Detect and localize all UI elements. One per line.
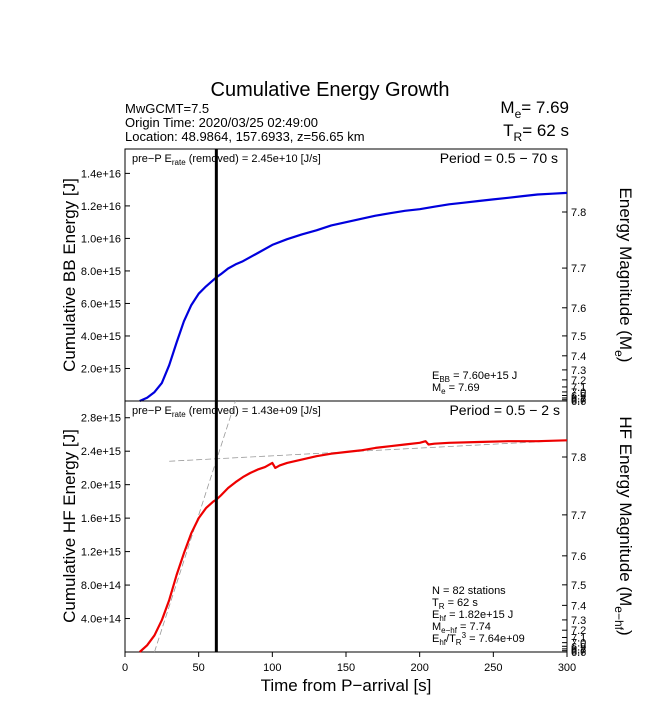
broadband-energy-panel: pre−P Erate (removed) = 2.45e+10 [J/s] P… bbox=[60, 148, 635, 408]
hf-y-tick-label: 4.0e+14 bbox=[81, 614, 121, 626]
hf-right-tick-label: 7.6 bbox=[571, 551, 586, 563]
hf-right-tick-label: 6.6 bbox=[571, 647, 586, 659]
hf-energy-line bbox=[138, 439, 568, 653]
hf-right-tick-label: 7.7 bbox=[571, 510, 586, 522]
hf-right-axis-label: HF Energy Magnitude (Me−hf) bbox=[612, 416, 635, 635]
bb-y-ticks: 2.0e+15 4.0e+15 6.0e+15 8.0e+15 1.0e+16 1.2e+… bbox=[81, 168, 130, 375]
x-tick-label: 200 bbox=[410, 662, 428, 674]
bb-right-ticks: 7.8 7.7 7.6 7.5 7.4 7.37.27.17.06.96.86.76.6 bbox=[562, 207, 586, 408]
hf-y-tick-label: 2.0e+15 bbox=[81, 480, 121, 492]
bb-right-tick-label: 7.7 bbox=[571, 263, 586, 275]
bb-energy-series bbox=[139, 191, 568, 403]
bb-y-tick-label: 1.2e+16 bbox=[81, 201, 121, 213]
event-magnitude: MwGCMT=7.5 bbox=[125, 101, 209, 116]
bb-energy-line bbox=[139, 191, 568, 403]
hf-right-tick-label: 7.1 bbox=[571, 632, 586, 644]
hf-y-tick-label: 1.2e+15 bbox=[81, 547, 121, 559]
origin-time: Origin Time: 2020/03/25 02:49:00 bbox=[125, 115, 318, 130]
bb-pre-p-rate: pre−P Erate (removed) = 2.45e+10 [J/s] bbox=[132, 153, 321, 167]
bb-y-tick-label: 6.0e+15 bbox=[81, 298, 121, 310]
bb-y-tick-label: 8.0e+15 bbox=[81, 266, 121, 278]
bb-annotations: EBB = 7.60e+15 JMe = 7.69 bbox=[432, 370, 517, 396]
hf-right-tick-label: 6.8 bbox=[571, 644, 586, 656]
bb-right-tick-label: 7.5 bbox=[571, 331, 586, 343]
bb-y-tick-label: 1.4e+16 bbox=[81, 168, 121, 180]
hf-right-tick-label: 6.9 bbox=[571, 641, 586, 653]
hf-right-tick-label: 7.3 bbox=[571, 615, 586, 627]
hf-y-tick-label: 8.0e+14 bbox=[81, 580, 121, 592]
hf-energy-panel: pre−P Erate (removed) = 1.43e+09 [J/s] P… bbox=[60, 400, 635, 659]
bb-right-tick-label: 7.8 bbox=[571, 207, 586, 219]
bb-right-tick-label: 7.2 bbox=[571, 375, 586, 387]
hf-right-tick-label: 7.8 bbox=[571, 452, 586, 464]
x-tick-label: 150 bbox=[337, 662, 355, 674]
bb-y-tick-label: 2.0e+15 bbox=[81, 363, 121, 375]
hf-y-ticks: 4.0e+14 8.0e+14 1.2e+15 1.6e+15 2.0e+15 2.4e+… bbox=[81, 413, 130, 626]
chart-title: Cumulative Energy Growth bbox=[211, 79, 450, 101]
bb-y-axis-label: Cumulative BB Energy [J] bbox=[60, 178, 79, 372]
bb-right-tick-label: 7.6 bbox=[571, 303, 586, 315]
bb-y-tick-label: 4.0e+15 bbox=[81, 331, 121, 343]
energy-magnitude-summary: Me= 7.69 bbox=[500, 98, 569, 121]
bb-right-tick-label: 6.8 bbox=[571, 393, 586, 405]
hf-right-tick-label: 6.7 bbox=[571, 646, 586, 658]
rupture-duration-summary: TR= 62 s bbox=[503, 121, 569, 144]
hf-right-tick-label: 7.4 bbox=[571, 600, 586, 612]
bb-right-tick-label: 7.3 bbox=[571, 365, 586, 377]
hf-y-axis-label: Cumulative HF Energy [J] bbox=[60, 429, 79, 623]
bb-right-tick-label: 6.6 bbox=[571, 396, 586, 408]
x-axis-ticks: 0 50 100 150 200 250 300 bbox=[122, 652, 576, 674]
hf-annotation: Ehf = 1.82e+15 J bbox=[432, 609, 513, 623]
x-tick-label: 50 bbox=[193, 662, 205, 674]
hf-period: Period = 0.5 − 2 s bbox=[449, 402, 560, 418]
x-tick-label: 0 bbox=[122, 662, 128, 674]
bb-annotation: EBB = 7.60e+15 J bbox=[432, 370, 517, 384]
hf-right-tick-label: 7.2 bbox=[571, 625, 586, 637]
hf-annotation: TR = 62 s bbox=[432, 597, 478, 611]
hf-y-tick-label: 2.4e+15 bbox=[81, 446, 121, 458]
bb-y-tick-label: 1.0e+16 bbox=[81, 233, 121, 245]
hf-right-tick-label: 7.0 bbox=[571, 638, 586, 650]
event-location: Location: 48.9864, 157.6933, z=56.65 km bbox=[125, 129, 365, 144]
x-tick-label: 250 bbox=[484, 662, 502, 674]
bb-annotation: Me = 7.69 bbox=[432, 382, 480, 396]
hf-energy-series bbox=[138, 439, 568, 653]
hf-pre-p-rate: pre−P Erate (removed) = 1.43e+09 [J/s] bbox=[132, 405, 321, 419]
hf-annotation: Ehf/TR3 = 7.64e+09 bbox=[432, 631, 525, 647]
hf-annotation: Me−hf = 7.74 bbox=[432, 621, 491, 635]
hf-right-tick-label: 7.5 bbox=[571, 580, 586, 592]
hf-annotation: N = 82 stations bbox=[432, 585, 506, 597]
bb-plot-frame bbox=[124, 148, 568, 402]
x-tick-label: 300 bbox=[558, 662, 576, 674]
bb-period: Period = 0.5 − 70 s bbox=[440, 150, 558, 166]
hf-right-ticks: 7.8 7.7 7.6 7.5 7.4 7.37.27.17.06.96.86.76.6 bbox=[562, 452, 586, 659]
x-tick-label: 100 bbox=[263, 662, 281, 674]
hf-y-tick-label: 2.8e+15 bbox=[81, 413, 121, 425]
bb-right-tick-label: 7.4 bbox=[571, 351, 586, 363]
bb-right-axis-label: Energy Magnitude (Me) bbox=[612, 188, 635, 363]
bb-right-tick-label: 7.1 bbox=[571, 382, 586, 394]
bb-right-tick-label: 7.0 bbox=[571, 387, 586, 399]
x-axis-label: Time from P−arrival [s] bbox=[261, 676, 432, 695]
hf-y-tick-label: 1.6e+15 bbox=[81, 513, 121, 525]
bb-right-tick-label: 6.9 bbox=[571, 390, 586, 402]
bb-right-tick-label: 6.7 bbox=[571, 395, 586, 407]
hf-fit-line bbox=[169, 439, 568, 462]
